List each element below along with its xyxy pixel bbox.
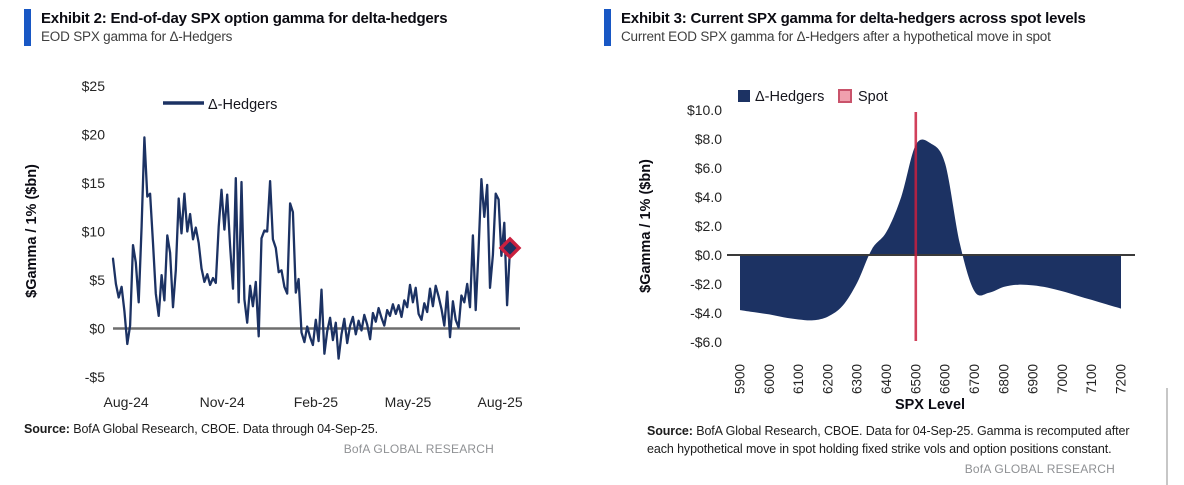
plot-area — [111, 136, 522, 360]
x-tick-label: 6400 — [879, 364, 894, 394]
y-tick-label: $10.0 — [687, 102, 722, 118]
legend-swatch-spot — [838, 89, 852, 103]
x-axis-title: SPX Level — [895, 397, 965, 413]
delta-hedgers-gamma-area — [740, 139, 1121, 321]
exhibit-3-header: Exhibit 3: Current SPX gamma for delta-h… — [604, 9, 1086, 46]
exhibit-2-title: Exhibit 2: End-of-day SPX option gamma f… — [41, 10, 448, 27]
x-tick-label: 6900 — [1026, 364, 1041, 394]
x-tick-label: 6800 — [996, 364, 1011, 394]
y-tick-label: $4.0 — [695, 189, 722, 205]
y-tick-label: $0.0 — [695, 247, 722, 263]
x-tick-label: 6300 — [850, 364, 865, 394]
bofa-global-research-watermark: BofA GLOBAL RESEARCH — [343, 442, 494, 456]
exhibit-2-accent-bar — [24, 9, 31, 46]
source-text: BofA Global Research, CBOE. Data through… — [69, 422, 379, 436]
y-tick-label: $6.0 — [695, 160, 722, 176]
y-tick-label: -$2.0 — [690, 276, 722, 292]
y-tick-label: $25 — [82, 78, 106, 94]
x-tick-label: May-25 — [385, 394, 432, 410]
x-tick-label: 7200 — [1114, 364, 1129, 394]
y-tick-label: $10 — [82, 224, 106, 240]
legend-label-delta-hedgers: Δ-Hedgers — [755, 89, 824, 105]
x-tick-label: Feb-25 — [294, 394, 339, 410]
source-text: BofA Global Research, CBOE. Data for 04-… — [647, 424, 1130, 456]
y-tick-label: -$6.0 — [690, 334, 722, 350]
x-tick-label: 6100 — [791, 364, 806, 394]
exhibit-3-chart-canvas: Δ-Hedgers Spot $Gamma / 1% ($bn) SPX Lev… — [638, 89, 1135, 413]
plot-area — [727, 112, 1135, 341]
y-tick-label: $5 — [89, 272, 105, 288]
bofa-global-research-watermark: BofA GLOBAL RESEARCH — [964, 462, 1115, 476]
x-tick-label: 6600 — [938, 364, 953, 394]
exhibit-2-source-note: Source: BofA Global Research, CBOE. Data… — [24, 421, 544, 439]
exhibit-3-subtitle: Current EOD SPX gamma for Δ-Hedgers afte… — [621, 29, 1051, 44]
exhibit-3-title: Exhibit 3: Current SPX gamma for delta-h… — [621, 10, 1086, 27]
latest-point-diamond-marker — [498, 236, 522, 260]
y-axis-tick-labels: $25 $20 $15 $10 $5 $0 -$5 — [82, 78, 106, 385]
y-axis-tick-labels: $10.0 $8.0 $6.0 $4.0 $2.0 $0.0 -$2.0 -$4.0 -$6.0 — [687, 102, 722, 350]
x-tick-label: 7000 — [1055, 364, 1070, 394]
y-tick-label: $15 — [82, 175, 106, 191]
x-tick-label: 6000 — [762, 364, 777, 394]
x-axis-tick-labels: 5900 6000 6100 6200 6300 6400 6500 6600 6700 6800… — [733, 364, 1129, 394]
y-axis-title: $Gamma / 1% ($bn) — [24, 164, 40, 298]
exhibit-3-accent-bar — [604, 9, 611, 46]
y-tick-label: $2.0 — [695, 218, 722, 234]
x-tick-label: Aug-25 — [478, 394, 523, 410]
x-tick-label: 6500 — [908, 364, 923, 394]
source-label: Source: — [24, 422, 70, 436]
x-tick-label: 6700 — [967, 364, 982, 394]
x-tick-label: 5900 — [733, 364, 748, 394]
source-label: Source: — [647, 424, 693, 438]
x-tick-label: Nov-24 — [200, 394, 245, 410]
y-tick-label: $0 — [89, 321, 105, 337]
exhibit-2-subtitle: EOD SPX gamma for Δ-Hedgers — [41, 29, 233, 44]
y-tick-label: -$5 — [85, 369, 105, 385]
legend-label-delta-hedgers: Δ-Hedgers — [208, 97, 277, 113]
legend-label-spot: Spot — [858, 89, 888, 105]
y-axis-title: $Gamma / 1% ($bn) — [638, 159, 654, 293]
x-tick-label: 6200 — [820, 364, 835, 394]
legend-swatch-delta-hedgers — [738, 90, 750, 102]
exhibit-3-source-note: Source: BofA Global Research, CBOE. Data… — [647, 423, 1152, 459]
x-tick-label: 7100 — [1084, 364, 1099, 394]
exhibit-2-header: Exhibit 2: End-of-day SPX option gamma f… — [24, 9, 448, 46]
y-tick-label: $20 — [82, 127, 106, 143]
y-tick-label: -$4.0 — [690, 305, 722, 321]
x-tick-label: Aug-24 — [104, 394, 149, 410]
page-edge-divider — [1166, 388, 1168, 485]
exhibit-2-chart-canvas: Δ-Hedgers $Gamma / 1% ($bn) $25 $20 $15 $10… — [24, 78, 523, 410]
exhibit-2-panel: Exhibit 2: End-of-day SPX option gamma f… — [24, 9, 544, 456]
x-axis-tick-labels: Aug-24 Nov-24 Feb-25 May-25 Aug-25 — [104, 394, 523, 410]
delta-hedgers-line — [111, 136, 512, 360]
y-tick-label: $8.0 — [695, 131, 722, 147]
exhibit-3-panel: Exhibit 3: Current SPX gamma for delta-h… — [592, 0, 1184, 485]
